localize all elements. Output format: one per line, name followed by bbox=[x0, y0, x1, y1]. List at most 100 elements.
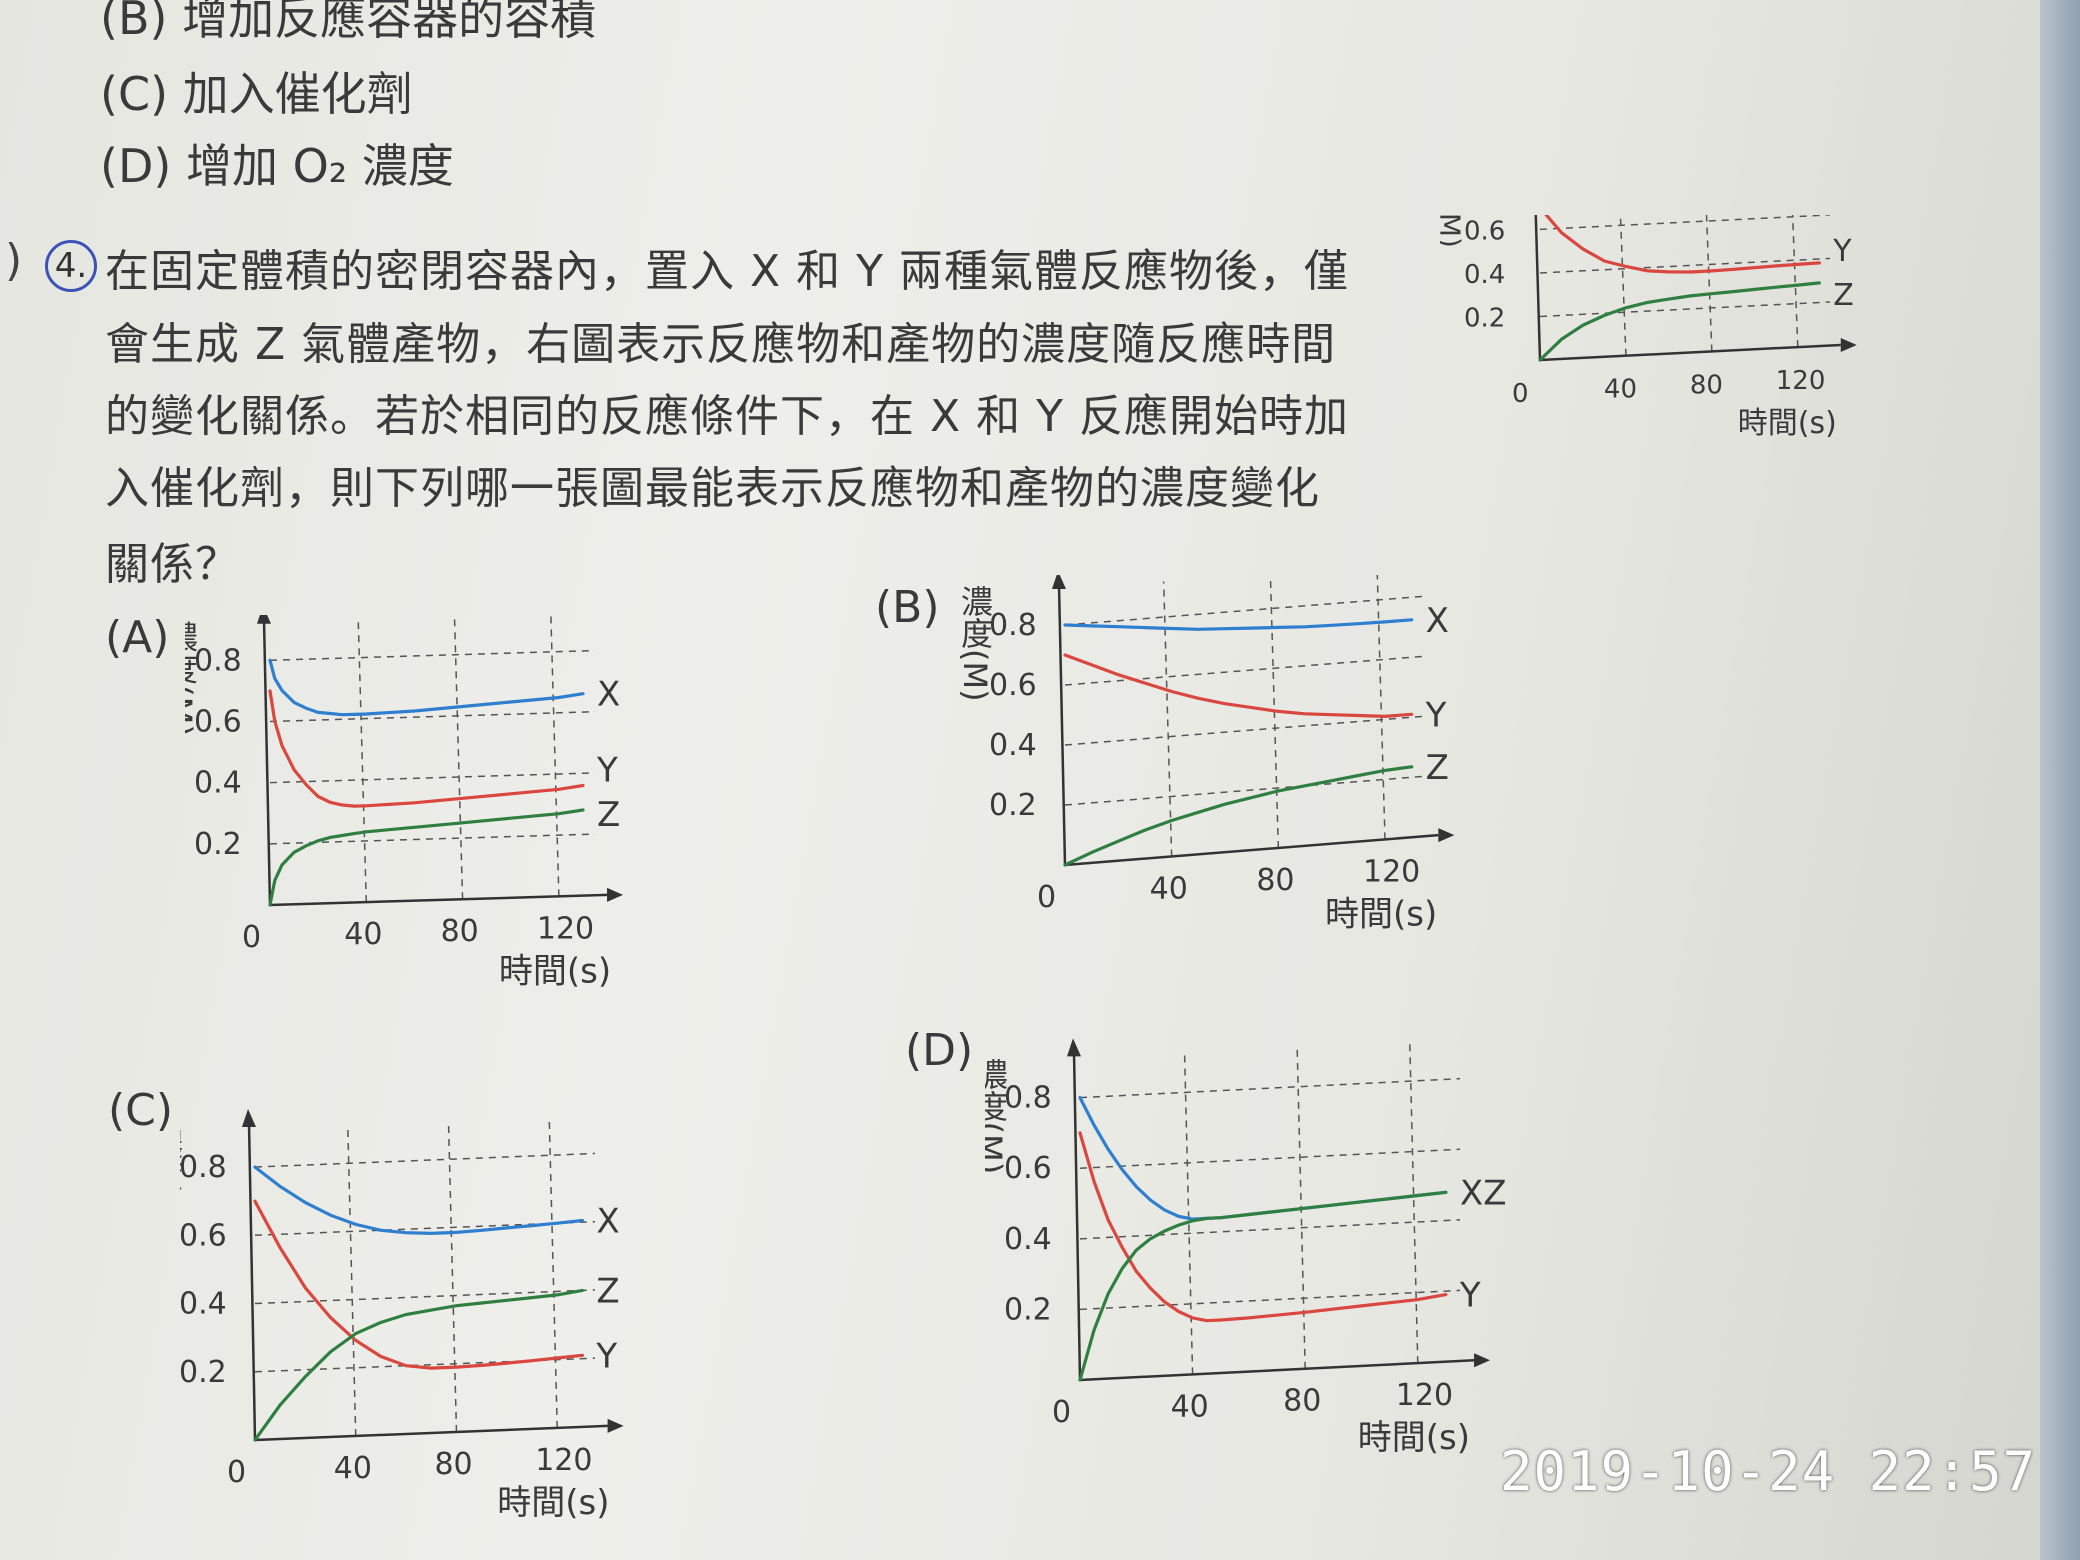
series-end-label: X bbox=[1426, 601, 1449, 641]
grid-line-v bbox=[1162, 581, 1173, 857]
x-axis-label: 時間(s) bbox=[1358, 1418, 1470, 1458]
chart-option-b: 0.8 0.6 0.4 0.2 0 40 80 120 濃度(M) 時間(s) X YZ bbox=[956, 575, 1455, 934]
grid-line-v bbox=[1619, 215, 1627, 356]
x-tick-label: 0 bbox=[1037, 880, 1056, 915]
y-axis-label: 濃度(M) bbox=[185, 620, 199, 737]
photo-timestamp: 2019-10-24 22:57 bbox=[1500, 1440, 2037, 1503]
y-tick-label: 0.6 bbox=[180, 1218, 227, 1253]
question-line-5: 關係？ bbox=[105, 539, 240, 590]
grid-line-v bbox=[447, 1121, 458, 1432]
x-axis-arrow bbox=[607, 887, 624, 902]
grid-line-h bbox=[254, 1289, 596, 1305]
y-tick-label: 0.2 bbox=[1464, 303, 1505, 333]
series-end-label: X bbox=[597, 675, 620, 715]
grid-line-h bbox=[1539, 257, 1831, 274]
series-line-y bbox=[268, 689, 585, 808]
series-end-label: X bbox=[596, 1201, 619, 1241]
option-b: (B) 增加反應容器的容積 bbox=[100, 0, 597, 45]
book-edge bbox=[2040, 0, 2080, 1560]
series-end-label: Z bbox=[1833, 278, 1854, 313]
y-axis-arrow bbox=[242, 1108, 256, 1127]
x-tick-label: 40 bbox=[1150, 871, 1188, 906]
chart-option-a: 0.8 0.6 0.4 0.2 0 40 80 120 濃度(M) 時間(s) XYZ bbox=[185, 615, 624, 991]
x-tick-label: 40 bbox=[1604, 375, 1637, 405]
question-line-4: 入催化劑，則下列哪一張圖最能表示反應物和產物的濃度變化 bbox=[105, 463, 1320, 514]
x-axis-label: 時間(s) bbox=[1325, 894, 1437, 934]
grid-line-v bbox=[1409, 1043, 1419, 1364]
series-line-z bbox=[268, 808, 585, 907]
x-axis bbox=[1064, 833, 1439, 867]
question-line-2: 會生成 Z 氣體產物，右圖表示反應物和產物的濃度隨反應時間 bbox=[105, 319, 1337, 370]
y-axis bbox=[1072, 1052, 1082, 1381]
grid-line-h bbox=[1064, 715, 1426, 746]
series-end-label: XZ bbox=[1460, 1173, 1507, 1213]
y-axis-arrow bbox=[257, 615, 271, 624]
grid-line-h bbox=[269, 649, 596, 662]
x-tick-label: 0 bbox=[1052, 1395, 1071, 1430]
x-axis-label: 時間(s) bbox=[1738, 406, 1837, 441]
grid-line-h bbox=[269, 833, 596, 845]
series-line-x bbox=[268, 658, 585, 717]
series-line-y bbox=[253, 1199, 584, 1370]
grid-line-v bbox=[550, 616, 560, 897]
grid-line-h bbox=[269, 710, 596, 723]
chart-label-a: (A) bbox=[105, 612, 170, 663]
x-tick-label: 40 bbox=[1171, 1389, 1209, 1424]
x-axis-arrow bbox=[1474, 1353, 1491, 1368]
option-d: (D) 增加 O₂ 濃度 bbox=[100, 139, 454, 193]
series-line-z bbox=[1078, 1190, 1448, 1382]
x-axis-label: 時間(s) bbox=[497, 1483, 609, 1523]
grid-line-h bbox=[1079, 1148, 1461, 1169]
question-line-3: 的變化關係。若於相同的反應條件下，在 X 和 Y 反應開始時加 bbox=[105, 391, 1349, 442]
x-tick-label: 80 bbox=[434, 1447, 472, 1482]
grid-line-h bbox=[254, 1220, 596, 1237]
series-line-z bbox=[1063, 765, 1414, 867]
y-tick-label: 0.2 bbox=[180, 1355, 227, 1390]
grid-line-v bbox=[1183, 1054, 1194, 1375]
grid-line-v bbox=[1791, 215, 1799, 348]
grid-line-v bbox=[453, 619, 464, 900]
x-tick-label: 80 bbox=[441, 914, 479, 949]
y-axis-arrow bbox=[1052, 575, 1066, 589]
grid-line-h bbox=[254, 1152, 596, 1168]
series-line-x bbox=[253, 1165, 584, 1236]
series-line-y bbox=[1078, 1131, 1448, 1323]
y-tick-label: 0.8 bbox=[989, 608, 1037, 643]
y-axis bbox=[1057, 584, 1067, 866]
x-tick-label: 80 bbox=[1690, 370, 1723, 400]
y-tick-label: 0.2 bbox=[1004, 1292, 1052, 1327]
x-axis-arrow bbox=[607, 1418, 624, 1433]
y-tick-label: 0.4 bbox=[989, 728, 1037, 763]
series-line-y bbox=[1544, 215, 1821, 274]
grid-line-h bbox=[269, 772, 596, 784]
x-axis bbox=[254, 1424, 608, 1442]
answer-paren: ) bbox=[5, 235, 23, 286]
x-tick-label: 0 bbox=[227, 1455, 246, 1490]
option-c: (C) 加入催化劑 bbox=[100, 67, 413, 121]
y-tick-label: 0.2 bbox=[989, 788, 1037, 823]
x-tick-label: 120 bbox=[535, 1443, 592, 1478]
y-axis-label: 濃度(M) bbox=[956, 585, 994, 702]
y-tick-label: 0.4 bbox=[1464, 260, 1505, 290]
grid-line-v bbox=[357, 622, 368, 903]
x-axis-arrow bbox=[1840, 337, 1857, 352]
series-end-label: Y bbox=[1425, 695, 1447, 735]
series-end-label: Z bbox=[596, 1271, 619, 1311]
series-end-label: Y bbox=[1832, 234, 1852, 269]
y-tick-label: 0.6 bbox=[1004, 1151, 1052, 1186]
grid-line-h bbox=[1539, 301, 1831, 318]
y-tick-label: 0.4 bbox=[1004, 1222, 1052, 1257]
y-tick-label: 0.8 bbox=[180, 1150, 227, 1185]
chart-body: 0.8 0.6 0.4 0.2 0 40 80 120 濃度(M) 時間(s) X YZ bbox=[956, 575, 1455, 934]
y-tick-label: 0.6 bbox=[989, 668, 1037, 703]
y-tick-label: 0.6 bbox=[194, 704, 242, 739]
series-line-z bbox=[253, 1288, 584, 1442]
y-axis bbox=[262, 619, 272, 906]
chart-option-d: 0.8 0.6 0.4 0.2 0 40 80 120 濃度(M) 時間(s) XZ Y bbox=[985, 1038, 1507, 1458]
chart-label-c: (C) bbox=[108, 1085, 174, 1136]
grid-line-v bbox=[1705, 215, 1713, 352]
chart-label-d: (D) bbox=[905, 1025, 974, 1076]
